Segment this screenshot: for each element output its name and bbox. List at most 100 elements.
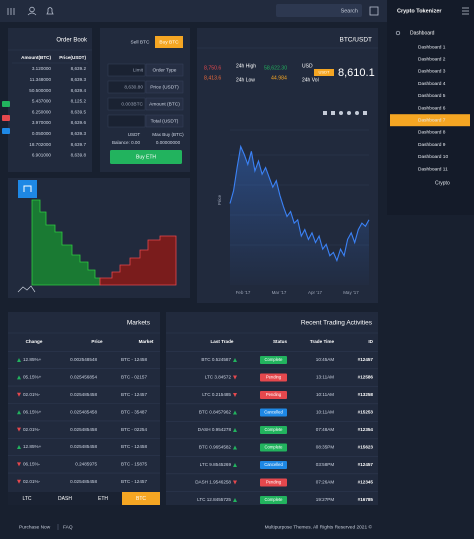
tab-label[interactable]: ETH	[98, 496, 108, 502]
balance-label: Max Buy (BTC)	[152, 132, 184, 137]
last-trade: BTC 0.524587	[201, 357, 231, 362]
y-axis-label: Price	[217, 194, 222, 205]
input-label: Amount (BTC)	[149, 101, 180, 107]
column-header: Last Trade	[211, 339, 234, 344]
menu-item[interactable]: Dashboard 6	[418, 105, 446, 111]
change: 02.01%-	[23, 427, 41, 432]
stat-label: 24h Low	[236, 77, 255, 83]
input-value: 8,630.80	[124, 84, 143, 90]
change: 12.85%+	[23, 444, 42, 449]
tool-icon[interactable]	[347, 111, 351, 115]
arrow-down	[17, 427, 21, 432]
market: BTC - 12458	[121, 444, 147, 449]
column-header: Change	[26, 339, 43, 344]
trade-time: 19:27PM	[316, 497, 335, 502]
menu-item[interactable]: Dashboard 2	[418, 56, 446, 62]
menu-item[interactable]: Dashboard 10	[418, 154, 448, 160]
status: Complete	[265, 427, 284, 432]
input[interactable]	[107, 114, 146, 128]
footer-link[interactable]: FAQ	[63, 524, 73, 530]
depth-bids	[31, 199, 101, 286]
x-tick-label: Feb '17	[236, 290, 251, 295]
tab[interactable]: Buy BTC	[159, 39, 179, 45]
menu-item[interactable]: Dashboard 11	[418, 166, 448, 172]
status: Cancelled	[264, 462, 283, 467]
high-value: 8,750.6	[204, 65, 221, 71]
badge	[314, 69, 334, 76]
price: 8,639.7	[71, 142, 87, 147]
change: 12.85%+	[23, 357, 42, 362]
menu-item[interactable]: Dashboard 5	[418, 93, 446, 99]
side-icon[interactable]	[2, 101, 10, 107]
amount: 6.250000	[32, 109, 52, 114]
input[interactable]	[107, 80, 146, 94]
market: BTC - 12458	[121, 357, 147, 362]
tool-icon[interactable]	[331, 111, 335, 115]
market-tab[interactable]	[84, 492, 122, 505]
change: 02.01%-	[23, 479, 41, 484]
tab[interactable]: Sell BTC	[131, 39, 150, 45]
market-tab[interactable]	[8, 492, 46, 505]
menu-item[interactable]: Dashboard 1	[418, 44, 446, 50]
menu-active	[390, 114, 470, 127]
arrow-up	[233, 498, 237, 502]
stat-label: 24h High	[236, 63, 256, 69]
icon-user[interactable]	[29, 6, 35, 13]
topbar-icons[interactable]	[7, 6, 54, 16]
price: 8,125.2	[71, 99, 87, 104]
tool-icon[interactable]	[355, 111, 359, 115]
button-label[interactable]: Buy ETH	[136, 154, 156, 160]
price: 0.025456854	[70, 375, 97, 380]
side-icon[interactable]	[2, 115, 10, 121]
amount: 18.702000	[29, 142, 51, 147]
market-tab[interactable]	[122, 492, 160, 505]
menu-section[interactable]: Dashboard	[410, 30, 435, 36]
icon-settings[interactable]	[7, 8, 15, 15]
low-value: 8,413.6	[204, 75, 221, 81]
last-trade: LTC 9.8545269	[200, 462, 232, 467]
input[interactable]	[107, 97, 146, 111]
stat-label: USD	[302, 63, 313, 69]
trade-time: 13:11AM	[316, 375, 334, 380]
icon-bell[interactable]	[46, 7, 54, 15]
side-icon[interactable]	[2, 128, 10, 134]
tool-icon[interactable]	[339, 111, 343, 115]
menu-item[interactable]: Dashboard 3	[418, 69, 446, 75]
tool-icon[interactable]	[323, 111, 327, 115]
icon-menu[interactable]	[462, 7, 469, 15]
input-label: Order Type	[153, 67, 177, 73]
menu-item[interactable]: Dashboard 8	[418, 130, 446, 136]
footer-link[interactable]: Purchase Now	[19, 524, 51, 530]
market-tab[interactable]	[46, 492, 84, 505]
icon-fullscreen[interactable]	[369, 6, 379, 16]
tool-icon[interactable]	[363, 111, 367, 115]
tab-label[interactable]: BTC	[136, 496, 146, 502]
copyright: Multipurpose Themes. All Rights Reserved…	[265, 523, 373, 530]
tab-label[interactable]: LTC	[22, 496, 31, 502]
last-price: 8,610.1	[338, 67, 375, 79]
depth-asks	[99, 235, 177, 286]
market: BTC - 12457	[121, 392, 147, 397]
menu-item[interactable]: Dashboard 7	[418, 117, 446, 123]
panel-title: Markets	[127, 320, 151, 327]
trade-id: #15623	[358, 445, 374, 450]
column-header: Amount(BTC)	[21, 55, 51, 60]
amount: 11.348000	[30, 77, 52, 82]
tab-active[interactable]	[155, 36, 183, 48]
buy-button[interactable]	[110, 150, 182, 164]
column-header: Price(USDT)	[59, 55, 86, 60]
status: Complete	[265, 497, 284, 502]
menu-item[interactable]: Dashboard 9	[418, 142, 446, 148]
chart-toolbar[interactable]	[323, 111, 367, 115]
search-box[interactable]	[276, 4, 362, 17]
input[interactable]	[107, 63, 146, 77]
panel-title: BTC/USDT	[340, 37, 373, 44]
menu-item[interactable]: Dashboard 4	[418, 81, 446, 87]
menu-item[interactable]: Crypto	[435, 180, 450, 186]
price: 8,639.5	[71, 109, 87, 114]
volume-value: 58,622.30	[264, 65, 287, 71]
tab-label[interactable]: DASH	[58, 496, 72, 502]
arrow-down	[233, 375, 237, 380]
price: 0.025485458	[70, 444, 97, 449]
last-trade: LTC 12.8455725	[197, 497, 231, 502]
